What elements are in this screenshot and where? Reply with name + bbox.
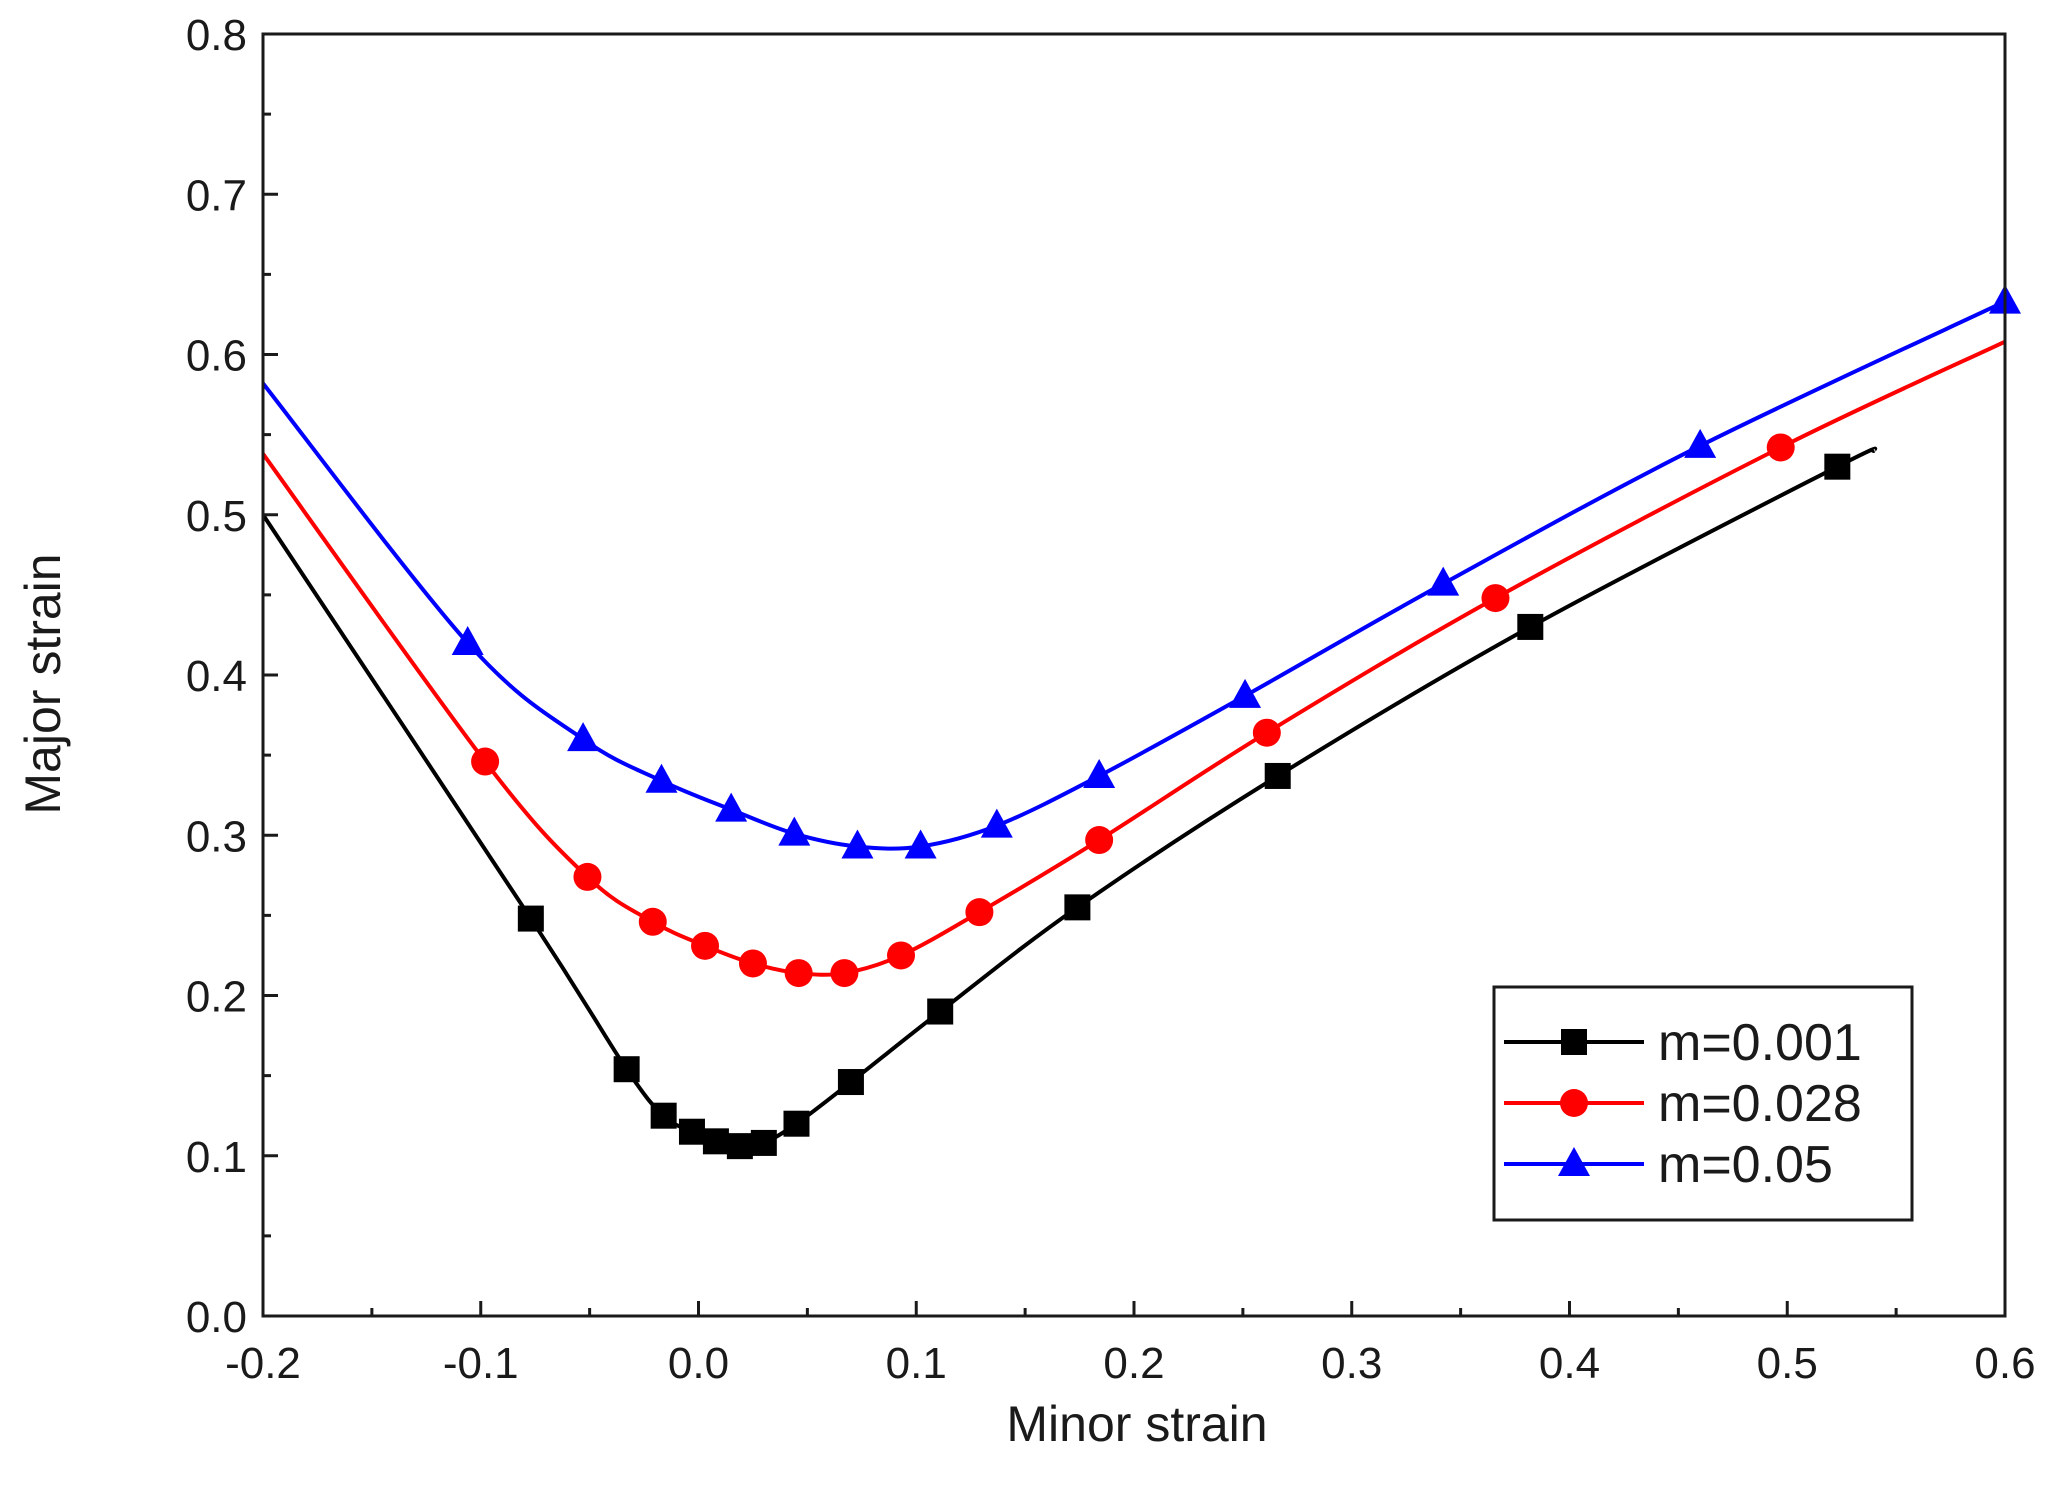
y-tick-label: 0.3 (186, 812, 247, 861)
data-point-circle (830, 959, 859, 988)
x-tick-label: 0.5 (1757, 1339, 1818, 1388)
legend-entry: m=0.001 (1504, 1014, 1862, 1072)
data-point-square (613, 1056, 640, 1083)
legend-label: m=0.028 (1658, 1075, 1862, 1133)
data-point-circle (1481, 584, 1510, 613)
data-point-square (1517, 613, 1544, 640)
data-point-square (783, 1110, 810, 1137)
y-tick-label: 0.2 (186, 973, 247, 1022)
data-point-triangle (1427, 566, 1460, 596)
data-point-square (726, 1133, 753, 1160)
data-point-triangle (1083, 758, 1116, 788)
data-point-triangle (715, 792, 748, 822)
y-tick-label: 0.0 (186, 1293, 247, 1342)
data-point-square (927, 998, 954, 1025)
legend-marker-square (1561, 1029, 1587, 1055)
y-tick-label: 0.1 (186, 1133, 247, 1182)
y-axis-title: Major strain (15, 553, 71, 814)
data-point-triangle (980, 808, 1013, 838)
data-point-square (702, 1128, 729, 1155)
x-axis-title: Minor strain (1006, 1396, 1267, 1452)
series-line (261, 299, 2006, 851)
x-tick-label: 0.0 (668, 1339, 729, 1388)
data-point-circle (573, 862, 602, 891)
data-point-square (750, 1129, 777, 1156)
legend-label: m=0.05 (1658, 1136, 1833, 1194)
data-point-circle (738, 949, 767, 978)
ticks-layer: -0.2 -0.1 0.0 0.1 0.2 0.3 0.4 0.5 0.6 0.0 0.1 0.2 0.… (186, 11, 2036, 1388)
legend-marker-triangle (1558, 1147, 1590, 1176)
data-point-triangle (451, 625, 484, 655)
data-point-triangle (1684, 428, 1717, 458)
data-point-square (678, 1118, 705, 1145)
data-point-circle (638, 907, 667, 936)
data-point-square (1264, 762, 1291, 789)
x-tick-label: 0.1 (886, 1339, 947, 1388)
data-point-triangle (841, 829, 874, 859)
legend-entry: m=0.028 (1504, 1075, 1862, 1133)
series-3 (261, 284, 2021, 859)
data-point-triangle (1229, 678, 1262, 708)
series-1 (261, 446, 1878, 1160)
data-point-circle (1766, 433, 1795, 462)
data-point-circle (965, 898, 994, 927)
legend-label: m=0.001 (1658, 1014, 1862, 1072)
data-point-circle (691, 931, 720, 960)
data-point-circle (784, 959, 813, 988)
y-tick-label: 0.7 (186, 171, 247, 220)
data-point-square (837, 1069, 864, 1096)
data-point-circle (471, 747, 500, 776)
data-point-triangle (778, 816, 811, 846)
data-point-circle (1252, 718, 1281, 747)
data-point-triangle (567, 722, 600, 752)
x-tick-label: -0.2 (225, 1339, 301, 1388)
data-point-circle (1085, 826, 1114, 855)
y-tick-label: 0.8 (186, 11, 247, 60)
data-point-square (1064, 894, 1091, 921)
data-point-circle (887, 941, 916, 970)
data-point-square (650, 1102, 677, 1129)
x-tick-label: 0.2 (1103, 1339, 1164, 1388)
data-point-square (1824, 453, 1851, 480)
series-2 (261, 339, 2006, 988)
data-point-triangle (645, 763, 678, 793)
series-line (261, 339, 2006, 977)
data-point-square (517, 905, 544, 932)
legend-marker-circle (1560, 1089, 1588, 1117)
x-tick-label: 0.6 (1974, 1339, 2035, 1388)
legend-entry: m=0.05 (1504, 1136, 1833, 1194)
series-layer (261, 284, 2021, 1160)
x-tick-label: -0.1 (443, 1339, 519, 1388)
x-tick-label: 0.4 (1539, 1339, 1600, 1388)
y-tick-label: 0.5 (186, 492, 247, 541)
y-tick-label: 0.6 (186, 332, 247, 381)
data-point-triangle (904, 829, 937, 859)
y-tick-label: 0.4 (186, 652, 247, 701)
x-tick-label: 0.3 (1321, 1339, 1382, 1388)
